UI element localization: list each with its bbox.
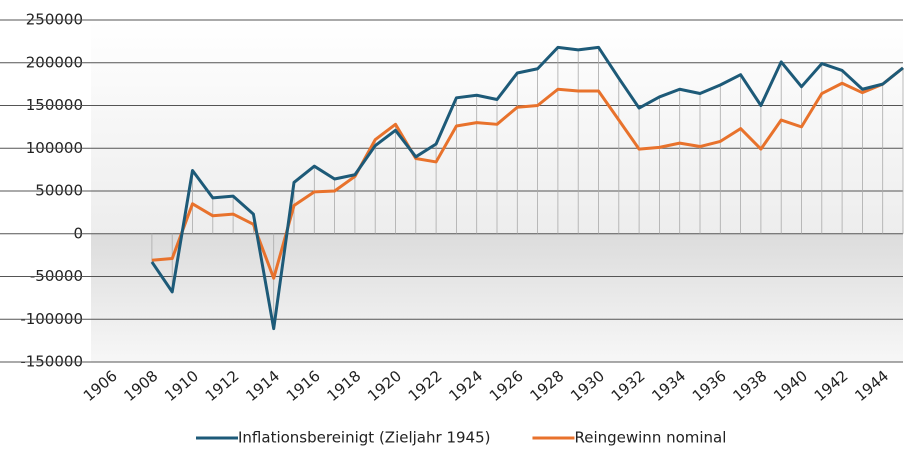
x-tick-label: 1932 — [608, 367, 649, 405]
x-tick-label: 1922 — [405, 367, 446, 405]
series-line — [150, 45, 904, 331]
x-tick-label: 1910 — [161, 367, 202, 405]
x-tick-label: 1942 — [811, 367, 852, 405]
x-tick-label: 1936 — [689, 367, 730, 405]
x-tick-label: 1926 — [486, 367, 527, 405]
x-tick-label: 1934 — [648, 367, 689, 405]
x-tick-label: 1918 — [324, 367, 365, 405]
legend: Inflationsbereinigt (Zieljahr 1945) Reing… — [196, 429, 726, 447]
series-line — [151, 66, 904, 280]
x-tick-label: 1908 — [121, 367, 162, 405]
x-tick-label: 1938 — [730, 367, 771, 405]
x-tick-label: 1924 — [445, 367, 486, 405]
x-tick-label: 1906 — [80, 367, 121, 405]
x-tick-label: 1940 — [770, 367, 811, 405]
legend-label: Reingewinn nominal — [574, 429, 726, 447]
x-tick-label: 1928 — [527, 367, 568, 405]
x-tick-label: 1944 — [851, 367, 892, 405]
x-tick-label: 1930 — [567, 367, 608, 405]
x-tick-label: 1912 — [202, 367, 243, 405]
plot-background — [91, 233, 903, 362]
x-tick-label: 1914 — [242, 367, 283, 405]
x-tick-label: 1916 — [283, 367, 324, 405]
legend-label: Inflationsbereinigt (Zieljahr 1945) — [238, 429, 490, 447]
x-tick-label: 1920 — [364, 367, 405, 405]
